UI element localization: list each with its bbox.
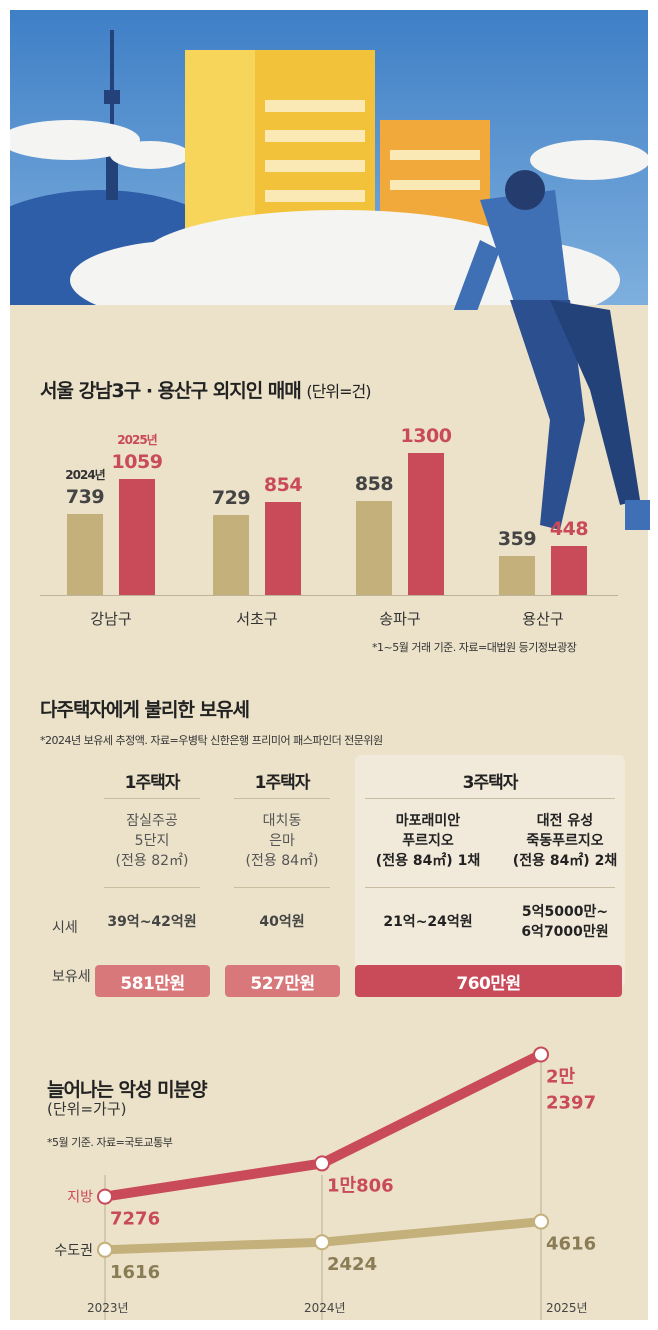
data-point [533, 1213, 549, 1230]
holding-tax-value: 527만원 [225, 965, 340, 997]
title-text: 서울 강남3구 · 용산구 외지인 매매 [40, 380, 302, 402]
data-point [314, 1234, 330, 1251]
series-year-label: 2025년 [117, 433, 157, 448]
bar-value-label: 359 [497, 527, 537, 550]
group-header: 1주택자 [254, 773, 311, 793]
data-label: 7276 [110, 1209, 160, 1230]
divider [234, 887, 330, 888]
data-label: 2424 [327, 1254, 377, 1275]
bar-2024년-용산구 [499, 555, 535, 595]
cloud-icon [10, 120, 648, 180]
x-tick-label: 2024년 [304, 1301, 346, 1315]
series-name-label: 지방 [67, 1190, 93, 1206]
data-point [97, 1241, 113, 1258]
row-label-price: 시세 [52, 920, 78, 936]
series-year-label: 2024년 [65, 468, 105, 483]
category-label: 강남구 [90, 610, 132, 628]
data-label: 2만 [546, 1066, 576, 1087]
data-point [314, 1155, 330, 1172]
divider [104, 798, 200, 799]
x-tick-label: 2023년 [87, 1301, 129, 1315]
table-note: *2024년 보유세 추정액. 자료=우병탁 신한은행 프리미어 패스파인더 전… [40, 734, 383, 747]
bar-value-label: 1059 [111, 451, 163, 474]
divider [365, 798, 615, 799]
bar-value-label: 739 [65, 486, 105, 509]
category-label: 용산구 [522, 610, 564, 628]
unit-text: (단위=건) [306, 382, 371, 401]
three-house-panel [355, 755, 625, 987]
series-name-label: 수도권 [54, 1243, 93, 1259]
group-header: 1주택자 [124, 773, 181, 793]
header-illustration [10, 10, 648, 310]
row-label-tax: 보유세 [52, 969, 91, 985]
line-chart: 2023년 2024년 2025년 7276 1만806 2만 2397 지방 1616 2424… [54, 1046, 596, 1320]
line-chart-unit: (단위=가구) [47, 1100, 127, 1118]
line-chart-note: *5월 기준. 자료=국토교통부 [47, 1136, 173, 1149]
group-header: 3주택자 [462, 773, 519, 793]
bar-2025년-용산구 [551, 546, 587, 595]
line-chart-title: 늘어나는 악성 미분양 [47, 1079, 208, 1101]
series-line-지방 [104, 1049, 544, 1202]
data-label: 4616 [546, 1234, 596, 1255]
divider [365, 887, 615, 888]
data-label: 1616 [110, 1262, 160, 1283]
apartment-name: 마포래미안 푸르지오 (전용 84㎡) 1채 [375, 813, 481, 869]
table-title: 다주택자에게 불리한 보유세 [40, 699, 250, 721]
data-point [97, 1188, 113, 1205]
bar-chart-title: 서울 강남3구 · 용산구 외지인 매매 (단위=건) [40, 376, 371, 403]
man-figure [453, 170, 570, 310]
bar-value-label: 854 [263, 473, 303, 496]
apartment-name: 대치동 은마 (전용 84㎡) [245, 813, 319, 869]
bar-2024년-송파구 [356, 501, 392, 595]
apartment-name: 잠실주공 5단지 (전용 82㎡) [115, 813, 189, 869]
man-legs [510, 300, 650, 530]
market-price: 39억~42억원 [107, 914, 197, 930]
divider [104, 887, 200, 888]
data-point [533, 1046, 549, 1063]
category-label: 송파구 [379, 610, 421, 628]
market-price: 5억5000만~ 6억7000만원 [521, 904, 609, 940]
bar-value-label: 729 [211, 487, 251, 510]
bar-value-label: 858 [354, 473, 394, 496]
bar-2025년-강남구 [119, 479, 155, 595]
category-label: 서초구 [236, 610, 278, 628]
bar-2025년-송파구 [408, 453, 444, 595]
apartment-name: 대전 유성 죽동푸르지오 (전용 84㎡) 2채 [512, 813, 618, 869]
data-label: 2397 [546, 1092, 596, 1113]
divider [234, 798, 330, 799]
bar-2025년-서초구 [265, 501, 301, 595]
holding-tax-value: 581만원 [95, 965, 210, 997]
bar-2024년-서초구 [213, 515, 249, 595]
market-price: 40억원 [259, 914, 305, 930]
market-price: 21억~24억원 [383, 914, 473, 930]
namsan-tower-icon [104, 30, 120, 200]
bar-chart-note: *1~5월 거래 기준. 자료=대법원 등기정보광장 [372, 641, 577, 654]
bar-2024년-강남구 [67, 514, 103, 595]
holding-tax-value: 760만원 [355, 965, 622, 997]
x-tick-label: 2025년 [546, 1301, 588, 1315]
data-label: 1만806 [327, 1175, 394, 1196]
bar-value-label: 1300 [400, 425, 452, 447]
bar-value-label: 448 [549, 518, 589, 541]
